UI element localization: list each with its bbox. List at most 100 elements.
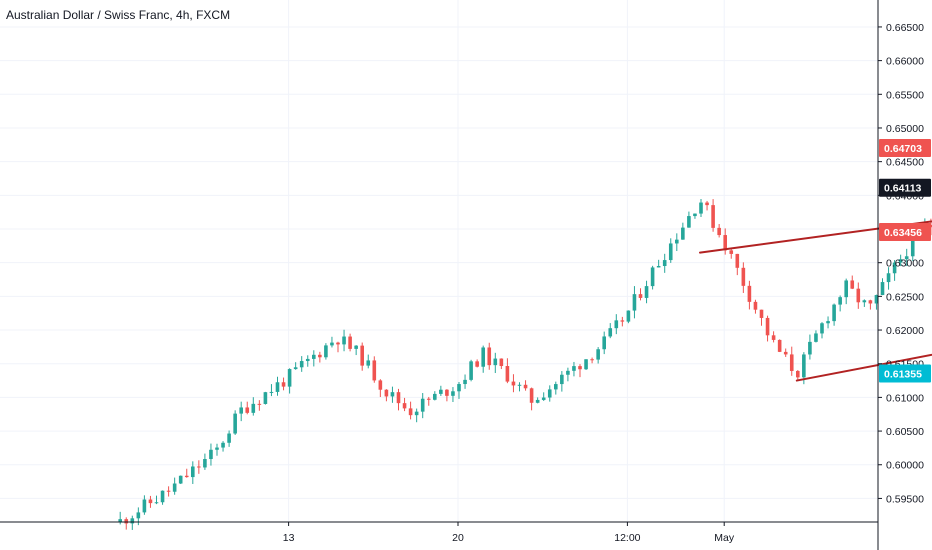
candle-body bbox=[614, 320, 619, 329]
candle-body bbox=[566, 370, 570, 375]
candle-body bbox=[759, 309, 764, 318]
y-tick-label: 0.64500 bbox=[886, 157, 924, 169]
candle-body bbox=[723, 235, 727, 251]
candle-body bbox=[499, 358, 504, 367]
candle-body bbox=[535, 399, 540, 403]
candle-body bbox=[541, 397, 546, 400]
candle-body bbox=[360, 345, 364, 366]
price-tag-label: 0.64113 bbox=[884, 183, 922, 195]
candle-body bbox=[299, 361, 304, 368]
candle-body bbox=[783, 351, 788, 355]
candle-body bbox=[305, 358, 310, 362]
candle-body bbox=[808, 341, 812, 355]
candle-body bbox=[699, 202, 703, 214]
candle-body bbox=[638, 294, 643, 298]
candle-body bbox=[154, 502, 159, 504]
y-tick-label: 0.60500 bbox=[886, 426, 924, 438]
candle-body bbox=[342, 336, 346, 345]
candle-body bbox=[802, 354, 806, 378]
candle-body bbox=[372, 360, 377, 381]
candle-body bbox=[675, 239, 679, 244]
candle-body bbox=[741, 267, 746, 286]
price-tag-entry: 0.63456 bbox=[879, 222, 931, 241]
candle-body bbox=[160, 490, 165, 503]
candle-body bbox=[844, 280, 848, 298]
candle-body bbox=[457, 384, 461, 392]
candle-body bbox=[136, 512, 141, 519]
candle-body bbox=[481, 347, 485, 367]
candle-body bbox=[148, 499, 153, 504]
candle-body bbox=[668, 243, 673, 261]
wedge-upper[interactable] bbox=[699, 158, 932, 254]
y-tick-label: 0.62000 bbox=[886, 325, 924, 337]
candle-body bbox=[523, 384, 528, 389]
price-tag-stop: 0.64703 bbox=[879, 138, 931, 157]
y-tick-label: 0.59500 bbox=[886, 493, 924, 505]
candle-body bbox=[886, 273, 891, 283]
x-tick-label: May bbox=[714, 532, 735, 544]
candle-body bbox=[850, 280, 855, 289]
candle-body bbox=[209, 449, 213, 460]
candle-body bbox=[832, 304, 836, 322]
trendlines[interactable] bbox=[699, 156, 932, 382]
price-tag-bg bbox=[879, 138, 931, 157]
y-tick-label: 0.66500 bbox=[886, 22, 924, 34]
candle-body bbox=[463, 379, 467, 385]
candle-body bbox=[475, 361, 479, 367]
candle-body bbox=[505, 366, 510, 382]
y-axis: 0.665000.660000.655000.650000.645000.640… bbox=[877, 0, 931, 550]
candle-body bbox=[203, 459, 207, 468]
price-tag-label: 0.64703 bbox=[884, 143, 922, 155]
candle-body bbox=[608, 328, 613, 337]
x-tick-label: 13 bbox=[283, 532, 295, 544]
candle-body bbox=[796, 370, 800, 378]
candle-body bbox=[693, 213, 697, 217]
candle-body bbox=[390, 392, 395, 397]
candle-body bbox=[263, 392, 268, 404]
candle-body bbox=[511, 381, 516, 386]
candle-body bbox=[215, 447, 219, 450]
candle-body bbox=[239, 407, 243, 414]
candle-body bbox=[656, 266, 661, 268]
candle-body bbox=[233, 413, 237, 434]
candle-body bbox=[324, 345, 328, 358]
candle-body bbox=[517, 384, 522, 386]
candle-body bbox=[826, 321, 830, 324]
candle-body bbox=[590, 359, 594, 361]
candle-body bbox=[330, 342, 334, 346]
candle-body bbox=[747, 285, 752, 302]
y-tick-label: 0.60000 bbox=[886, 460, 924, 472]
candle-body bbox=[402, 403, 407, 409]
candle-body bbox=[620, 320, 625, 322]
price-tag-target: 0.61355 bbox=[879, 364, 931, 383]
y-tick-label: 0.65500 bbox=[886, 89, 924, 101]
candle-body bbox=[245, 407, 250, 413]
candle-body bbox=[318, 354, 322, 358]
candle-body bbox=[197, 466, 201, 468]
price-tag-current: 0.64113 bbox=[879, 178, 931, 197]
wedge-lower[interactable] bbox=[795, 256, 932, 382]
y-tick-label: 0.63000 bbox=[886, 258, 924, 270]
candle-body bbox=[910, 232, 915, 257]
candle-body bbox=[717, 227, 721, 236]
candle-body bbox=[529, 388, 534, 403]
candle-body bbox=[904, 256, 909, 260]
candle-body bbox=[892, 262, 897, 274]
candle-body bbox=[662, 260, 667, 267]
candle-body bbox=[584, 359, 588, 370]
candle-body bbox=[221, 442, 225, 448]
candle-body bbox=[789, 354, 794, 371]
candle-body bbox=[451, 391, 455, 396]
candle-body bbox=[469, 361, 473, 380]
candle-body bbox=[753, 301, 758, 310]
candle-body bbox=[130, 518, 135, 524]
y-tick-label: 0.61000 bbox=[886, 392, 924, 404]
candle-body bbox=[820, 323, 824, 334]
candle-body bbox=[257, 403, 262, 405]
candle-body bbox=[880, 282, 885, 296]
y-tick-label: 0.65000 bbox=[886, 123, 924, 135]
candle-body bbox=[644, 286, 649, 298]
price-tag-bg bbox=[879, 222, 931, 241]
